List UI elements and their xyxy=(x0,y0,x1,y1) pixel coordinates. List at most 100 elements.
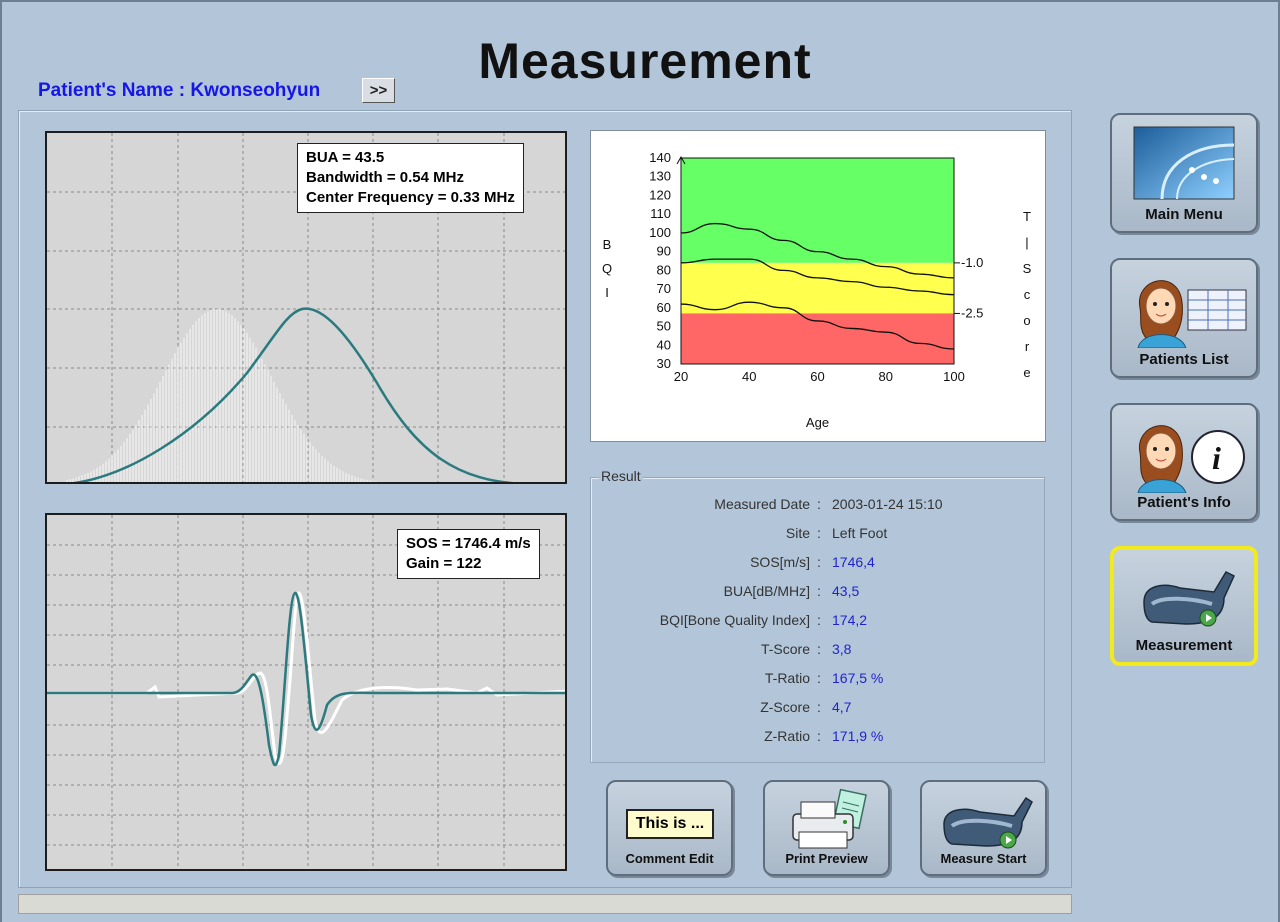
result-label: BUA[dB/MHz] xyxy=(723,583,810,599)
result-label: BQI[Bone Quality Index] xyxy=(659,612,810,628)
measure-start-button[interactable]: Measure Start xyxy=(920,780,1047,876)
print-preview-label: Print Preview xyxy=(785,851,868,866)
result-row: Measured Date:2003-01-24 15:10 xyxy=(591,496,1046,524)
result-value: 174,2 xyxy=(832,612,868,628)
bqi-x-tick-label: 80 xyxy=(879,369,893,384)
bua-graph-canvas xyxy=(47,133,565,482)
comment-edit-button[interactable]: This is ... Comment Edit xyxy=(606,780,733,876)
result-value: 171,9 % xyxy=(832,728,884,744)
status-bar xyxy=(18,894,1072,914)
result-label: SOS[m/s] xyxy=(750,554,810,570)
bqi-y-tick-label: 100 xyxy=(649,225,671,240)
bua-curve xyxy=(72,307,514,482)
result-label: T-Score xyxy=(760,641,810,657)
sos-info-box: SOS = 1746.4 m/s Gain = 122 xyxy=(397,529,540,579)
result-label: Measured Date xyxy=(714,496,810,512)
sos-wave xyxy=(47,591,565,767)
center-frequency-value: Center Frequency = 0.33 MHz xyxy=(306,189,515,206)
result-colon: : xyxy=(817,728,821,744)
patients-list-button[interactable]: Patients List xyxy=(1110,258,1258,378)
tscore-axis-label-letter: c xyxy=(1024,287,1031,302)
result-row: Z-Ratio:171,9 % xyxy=(591,728,1046,756)
result-label: Z-Score xyxy=(760,699,810,715)
measurement-nav-label: Measurement xyxy=(1135,637,1233,654)
sos-graph-canvas xyxy=(47,515,565,869)
tscore-axis-label-letter: | xyxy=(1025,235,1028,250)
bqi-y-tick-label: 110 xyxy=(650,206,671,221)
bqi-series-line-2 xyxy=(680,301,955,350)
bqi-y-tick-label: 140 xyxy=(649,150,671,165)
tscore-axis-label-letter: e xyxy=(1023,365,1030,380)
print-preview-button[interactable]: Print Preview xyxy=(763,780,890,876)
bqi-band-0 xyxy=(681,158,954,263)
patient-info-button[interactable]: i Patient's Info xyxy=(1110,403,1258,521)
result-group: Result Measured Date:2003-01-24 15:10 Sit… xyxy=(590,468,1046,763)
result-row: Z-Score:4,7 xyxy=(591,699,1046,727)
measurement-icon xyxy=(1143,571,1235,627)
result-legend: Result xyxy=(599,468,643,484)
result-colon: : xyxy=(817,612,821,628)
patients-list-icon xyxy=(1137,280,1247,348)
sos-value: SOS = 1746.4 m/s xyxy=(406,535,531,552)
bqi-x-axis-label: Age xyxy=(806,415,829,430)
result-colon: : xyxy=(817,525,821,541)
sos-graph: SOS = 1746.4 m/s Gain = 122 xyxy=(45,513,567,871)
result-value: 3,8 xyxy=(832,641,852,657)
result-value: 1746,4 xyxy=(832,554,875,570)
bua-value: BUA = 43.5 xyxy=(306,149,385,166)
bqi-y-axis-label-letter: I xyxy=(605,285,609,300)
bqi-x-tick-label: 100 xyxy=(943,369,965,384)
comment-edit-label: Comment Edit xyxy=(625,851,714,866)
bqi-right-tick-label: -2.5 xyxy=(961,305,983,320)
printer-icon xyxy=(792,788,867,849)
main-menu-button[interactable]: Main Menu xyxy=(1110,113,1258,233)
result-colon: : xyxy=(817,554,821,570)
measurement-nav-button[interactable]: Measurement xyxy=(1110,546,1258,666)
tscore-axis-label-letter: o xyxy=(1023,313,1030,328)
bqi-series-line-0 xyxy=(680,222,955,279)
svg-text:i: i xyxy=(1212,440,1221,476)
result-value: 167,5 % xyxy=(832,670,884,686)
spectrum-bars xyxy=(66,309,377,482)
result-colon: : xyxy=(817,670,821,686)
bqi-series-line-1 xyxy=(680,258,955,296)
page-title: Measurement xyxy=(478,33,812,89)
bqi-y-tick-label: 80 xyxy=(657,262,671,277)
patient-info-label: Patient's Info xyxy=(1137,494,1231,511)
sos-reference-wave xyxy=(47,591,565,766)
bua-info-box: BUA = 43.5 Bandwidth = 0.54 MHz Center F… xyxy=(297,143,524,213)
bqi-y-tick-label: 40 xyxy=(657,337,671,352)
result-label: T-Ratio xyxy=(764,670,810,686)
bqi-y-axis-label-letter: Q xyxy=(602,261,612,276)
patient-name-label: Patient's Name : Kwonseohyun xyxy=(38,80,321,101)
scanner-icon xyxy=(943,796,1033,849)
result-value: Left Foot xyxy=(832,525,888,541)
result-colon: : xyxy=(817,496,821,512)
tscore-axis-label-letter: T xyxy=(1023,209,1031,224)
expand-patient-button[interactable]: >> xyxy=(362,78,395,103)
bqi-x-tick-label: 60 xyxy=(810,369,824,384)
main-menu-label: Main Menu xyxy=(1145,206,1223,223)
bqi-x-tick-label: 40 xyxy=(742,369,756,384)
bqi-age-chart: 30 40 50 60 70 80 90 100 110 120 130 140 20 40 60 80 100… xyxy=(590,130,1046,442)
bqi-plot-frame xyxy=(680,157,955,365)
result-label: Site xyxy=(785,525,810,541)
result-value: 43,5 xyxy=(832,583,860,599)
gain-value: Gain = 122 xyxy=(406,555,482,572)
result-row: SOS[m/s]:1746,4 xyxy=(591,554,1046,582)
comment-preview: This is ... xyxy=(626,809,714,839)
result-colon: : xyxy=(817,641,821,657)
bqi-right-tick-label: -1.0 xyxy=(961,255,983,270)
result-row: BUA[dB/MHz]:43,5 xyxy=(591,583,1046,611)
bqi-chart-canvas: 30 40 50 60 70 80 90 100 110 120 130 140 20 40 60 80 100… xyxy=(602,150,1032,430)
result-value: 2003-01-24 15:10 xyxy=(832,496,943,512)
bqi-y-tick-label: 30 xyxy=(657,356,671,371)
bqi-band-2 xyxy=(681,313,954,364)
bqi-band-1 xyxy=(681,262,954,314)
bqi-y-tick-label: 130 xyxy=(649,169,671,184)
bqi-y-tick-label: 50 xyxy=(657,319,671,334)
bqi-y-tick-label: 120 xyxy=(649,187,671,202)
patients-list-label: Patients List xyxy=(1139,351,1229,368)
result-row: Site: Left Foot xyxy=(591,525,1046,553)
